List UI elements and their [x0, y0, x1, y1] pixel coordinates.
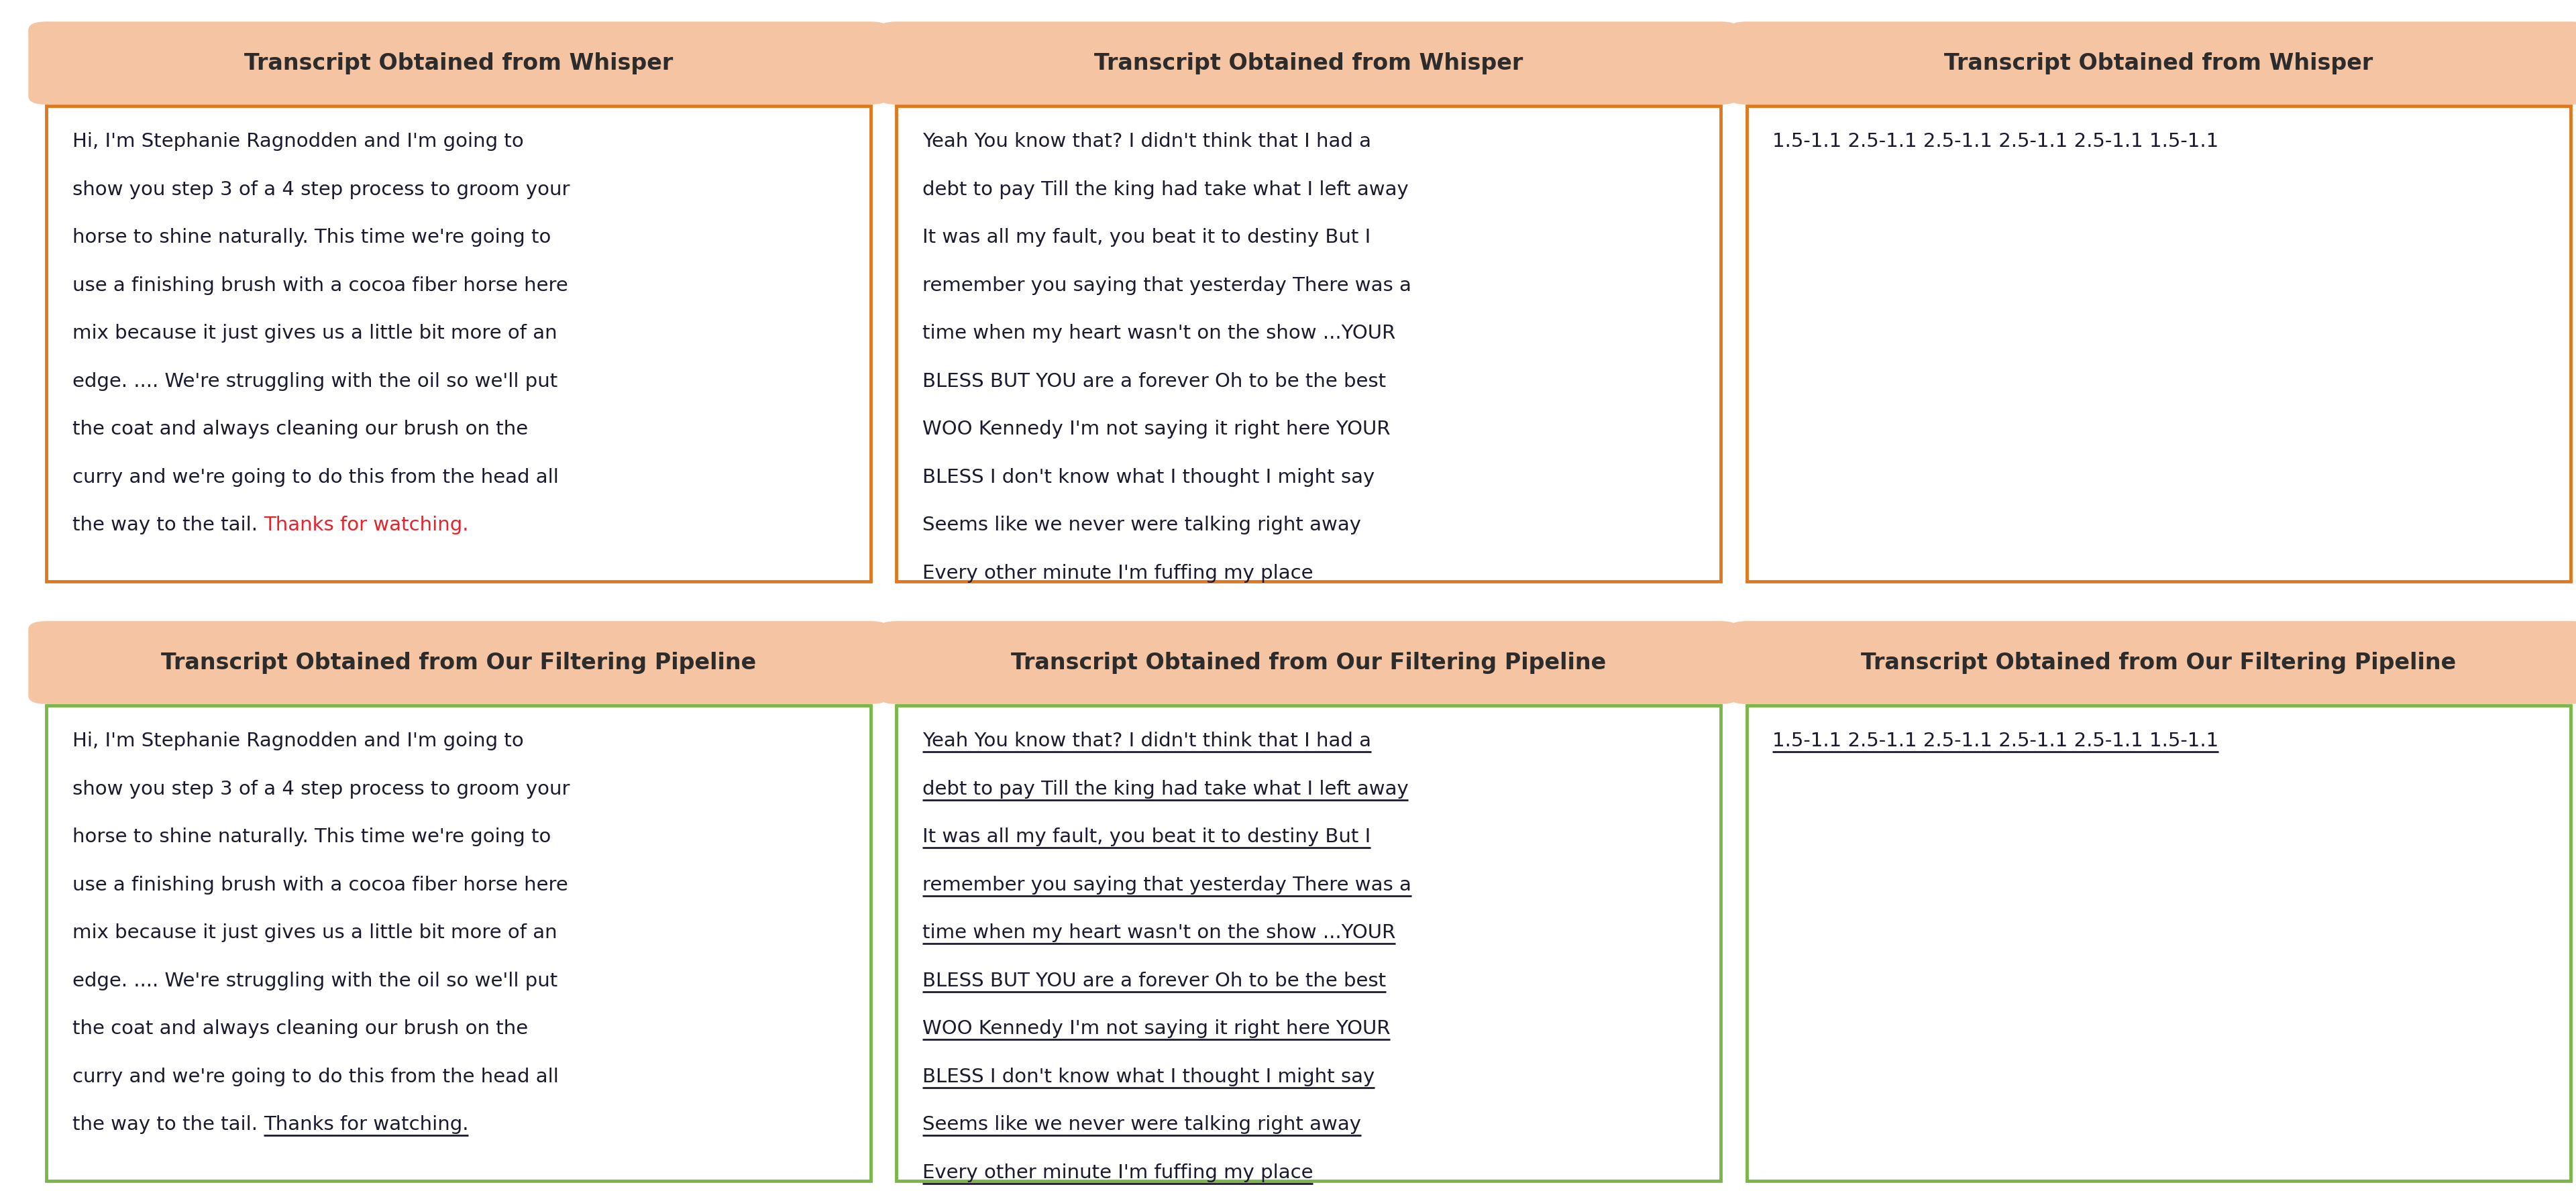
FancyBboxPatch shape [1728, 621, 2576, 704]
Text: curry and we're going to do this from the head all: curry and we're going to do this from th… [72, 1067, 559, 1086]
FancyBboxPatch shape [878, 621, 1739, 704]
FancyBboxPatch shape [1747, 705, 2571, 1181]
Text: BLESS BUT YOU are a forever Oh to be the best: BLESS BUT YOU are a forever Oh to be the… [922, 372, 1386, 391]
Text: Yeah You know that? I didn't think that I had a: Yeah You know that? I didn't think that … [922, 132, 1370, 151]
Text: 1.5-1.1 2.5-1.1 2.5-1.1 2.5-1.1 2.5-1.1 1.5-1.1: 1.5-1.1 2.5-1.1 2.5-1.1 2.5-1.1 2.5-1.1 … [1772, 132, 2218, 151]
Text: 1.5-1.1 2.5-1.1 2.5-1.1 2.5-1.1 2.5-1.1 1.5-1.1: 1.5-1.1 2.5-1.1 2.5-1.1 2.5-1.1 2.5-1.1 … [1772, 731, 2218, 751]
Text: WOO Kennedy I'm not saying it right here YOUR: WOO Kennedy I'm not saying it right here… [922, 1019, 1391, 1038]
Text: remember you saying that yesterday There was a: remember you saying that yesterday There… [922, 276, 1412, 295]
Text: BLESS I don't know what I thought I might say: BLESS I don't know what I thought I migh… [922, 468, 1376, 487]
FancyBboxPatch shape [28, 621, 889, 704]
Text: Seems like we never were talking right away: Seems like we never were talking right a… [922, 1115, 1360, 1134]
Text: Hi, I'm Stephanie Ragnodden and I'm going to: Hi, I'm Stephanie Ragnodden and I'm goin… [72, 731, 523, 751]
FancyBboxPatch shape [1747, 106, 2571, 582]
Text: Seems like we never were talking right away: Seems like we never were talking right a… [922, 516, 1360, 535]
Text: show you step 3 of a 4 step process to groom your: show you step 3 of a 4 step process to g… [72, 779, 569, 799]
FancyBboxPatch shape [896, 106, 1721, 582]
FancyBboxPatch shape [46, 705, 871, 1181]
Text: mix because it just gives us a little bit more of an: mix because it just gives us a little bi… [72, 923, 556, 942]
Text: Transcript Obtained from Our Filtering Pipeline: Transcript Obtained from Our Filtering P… [160, 651, 757, 674]
Text: time when my heart wasn't on the show ...YOUR: time when my heart wasn't on the show ..… [922, 324, 1396, 343]
Text: Every other minute I'm fuffing my place: Every other minute I'm fuffing my place [922, 1163, 1314, 1182]
Text: Transcript Obtained from Our Filtering Pipeline: Transcript Obtained from Our Filtering P… [1010, 651, 1607, 674]
Text: show you step 3 of a 4 step process to groom your: show you step 3 of a 4 step process to g… [72, 180, 569, 199]
Text: BLESS I don't know what I thought I might say: BLESS I don't know what I thought I migh… [922, 1067, 1376, 1086]
Text: BLESS BUT YOU are a forever Oh to be the best: BLESS BUT YOU are a forever Oh to be the… [922, 971, 1386, 990]
Text: Thanks for watching.: Thanks for watching. [263, 516, 469, 535]
Text: time when my heart wasn't on the show ...YOUR: time when my heart wasn't on the show ..… [922, 923, 1396, 942]
Text: Transcript Obtained from Whisper: Transcript Obtained from Whisper [245, 52, 672, 74]
Text: the way to the tail.: the way to the tail. [72, 516, 263, 535]
Text: edge. .... We're struggling with the oil so we'll put: edge. .... We're struggling with the oil… [72, 372, 556, 391]
Text: the coat and always cleaning our brush on the: the coat and always cleaning our brush o… [72, 420, 528, 439]
Text: use a finishing brush with a cocoa fiber horse here: use a finishing brush with a cocoa fiber… [72, 276, 567, 295]
Text: debt to pay Till the king had take what I left away: debt to pay Till the king had take what … [922, 180, 1409, 199]
Text: Yeah You know that? I didn't think that I had a: Yeah You know that? I didn't think that … [922, 731, 1370, 751]
FancyBboxPatch shape [878, 22, 1739, 104]
Text: WOO Kennedy I'm not saying it right here YOUR: WOO Kennedy I'm not saying it right here… [922, 420, 1391, 439]
Text: edge. .... We're struggling with the oil so we'll put: edge. .... We're struggling with the oil… [72, 971, 556, 990]
Text: Transcript Obtained from Whisper: Transcript Obtained from Whisper [1095, 52, 1522, 74]
Text: horse to shine naturally. This time we're going to: horse to shine naturally. This time we'r… [72, 228, 551, 247]
Text: Thanks for watching.: Thanks for watching. [263, 1115, 469, 1134]
Text: the way to the tail.: the way to the tail. [72, 1115, 263, 1134]
Text: Transcript Obtained from Our Filtering Pipeline: Transcript Obtained from Our Filtering P… [1860, 651, 2458, 674]
Text: the coat and always cleaning our brush on the: the coat and always cleaning our brush o… [72, 1019, 528, 1038]
Text: It was all my fault, you beat it to destiny But I: It was all my fault, you beat it to dest… [922, 827, 1370, 846]
Text: debt to pay Till the king had take what I left away: debt to pay Till the king had take what … [922, 779, 1409, 799]
Text: remember you saying that yesterday There was a: remember you saying that yesterday There… [922, 875, 1412, 894]
Text: mix because it just gives us a little bit more of an: mix because it just gives us a little bi… [72, 324, 556, 343]
Text: Every other minute I'm fuffing my place: Every other minute I'm fuffing my place [922, 564, 1314, 583]
FancyBboxPatch shape [46, 106, 871, 582]
Text: It was all my fault, you beat it to destiny But I: It was all my fault, you beat it to dest… [922, 228, 1370, 247]
Text: Hi, I'm Stephanie Ragnodden and I'm going to: Hi, I'm Stephanie Ragnodden and I'm goin… [72, 132, 523, 151]
FancyBboxPatch shape [28, 22, 889, 104]
FancyBboxPatch shape [1728, 22, 2576, 104]
Text: horse to shine naturally. This time we're going to: horse to shine naturally. This time we'r… [72, 827, 551, 846]
Text: Transcript Obtained from Whisper: Transcript Obtained from Whisper [1945, 52, 2372, 74]
Text: curry and we're going to do this from the head all: curry and we're going to do this from th… [72, 468, 559, 487]
Text: use a finishing brush with a cocoa fiber horse here: use a finishing brush with a cocoa fiber… [72, 875, 567, 894]
FancyBboxPatch shape [896, 705, 1721, 1181]
